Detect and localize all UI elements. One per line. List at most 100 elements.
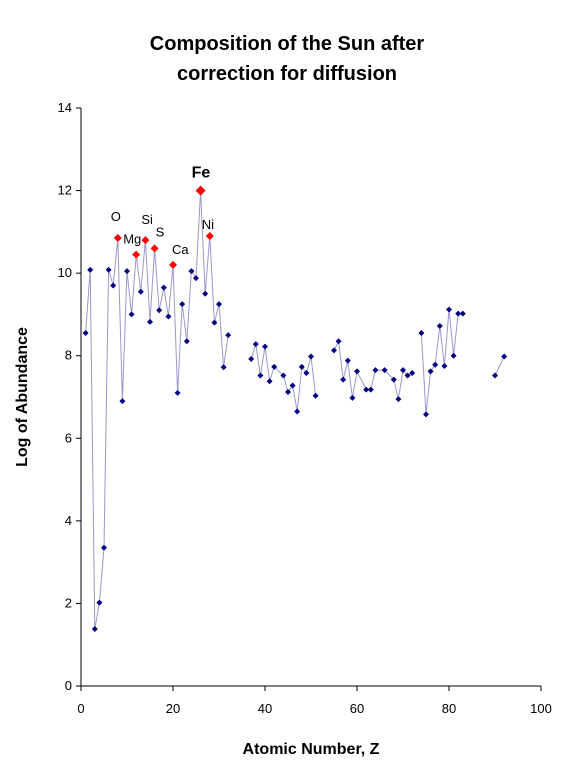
data-point: [257, 372, 264, 379]
data-point: [372, 367, 379, 374]
data-point: [110, 282, 117, 289]
axis-ticks: 0 2 4 6 8 10 12 14 0 20 40 60 80 100: [58, 100, 552, 716]
data-point: [450, 352, 457, 359]
annotation-si: Si: [141, 212, 153, 227]
data-point: [294, 408, 301, 415]
x-tick-label: 100: [530, 701, 552, 716]
y-tick-label: 8: [65, 348, 72, 363]
data-markers: [82, 266, 508, 633]
annotation-ca: Ca: [172, 242, 189, 257]
y-tick-label: 10: [58, 265, 72, 280]
data-point: [82, 330, 89, 337]
data-point: [174, 389, 181, 396]
y-tick-label: 6: [65, 430, 72, 445]
data-point: [225, 332, 232, 339]
data-point: [252, 341, 259, 348]
annotation-mg: Mg: [123, 232, 141, 247]
data-point: [179, 301, 186, 308]
data-point: [354, 368, 360, 375]
data-point: [96, 599, 103, 606]
x-tick-label: 20: [166, 701, 180, 716]
data-point: [436, 322, 443, 329]
data-point: [248, 356, 255, 363]
data-point: [220, 364, 227, 371]
x-tick-label: 0: [77, 701, 84, 716]
data-point: [409, 370, 416, 377]
data-point: [492, 372, 498, 379]
highlight-point-ca: [169, 260, 177, 269]
series-line: [494, 356, 505, 376]
data-point: [441, 363, 448, 370]
data-point: [340, 376, 347, 383]
data-point: [211, 319, 218, 326]
data-point: [216, 301, 222, 308]
data-point: [427, 368, 434, 375]
data-point: [363, 386, 370, 393]
data-point: [271, 363, 278, 370]
highlight-point-fe: [195, 185, 206, 196]
data-point: [303, 370, 310, 377]
data-point: [147, 318, 153, 325]
data-point: [193, 275, 199, 282]
highlight-point-ni: [205, 231, 214, 240]
data-point: [335, 338, 342, 345]
y-tick-label: 2: [65, 595, 72, 610]
data-point: [312, 392, 319, 399]
data-point: [124, 268, 130, 275]
data-point: [137, 288, 144, 295]
data-point: [404, 372, 411, 379]
data-point: [202, 290, 209, 297]
data-point: [418, 330, 425, 337]
x-tick-label: 60: [350, 701, 364, 716]
y-axis-label: Log of Abundance: [14, 327, 31, 467]
data-point: [128, 311, 135, 318]
data-point: [400, 367, 406, 374]
data-point: [289, 382, 296, 389]
data-point: [432, 361, 439, 368]
chart-title-line-1: Composition of the Sun after: [150, 33, 425, 55]
data-point: [119, 398, 126, 405]
series-lines: [85, 190, 505, 630]
data-point: [165, 313, 172, 320]
data-point: [308, 353, 314, 360]
data-point: [381, 367, 388, 374]
data-point: [160, 284, 167, 291]
highlight-point-s: [150, 244, 159, 253]
data-point: [266, 378, 273, 385]
highlight-point-o: [113, 234, 122, 243]
annotation-fe: Fe: [192, 165, 211, 182]
data-point: [280, 372, 287, 379]
highlight-markers: [113, 185, 214, 269]
data-point: [459, 310, 466, 317]
data-point: [501, 353, 508, 360]
data-point: [188, 268, 195, 275]
data-point: [101, 544, 107, 551]
chart-title-line-2: correction for diffusion: [177, 63, 397, 85]
data-point: [91, 626, 98, 633]
y-tick-label: 0: [65, 678, 72, 693]
series-line: [85, 190, 229, 630]
data-point: [446, 306, 452, 313]
data-point: [87, 266, 94, 273]
highlight-point-si: [141, 236, 150, 245]
data-point: [344, 357, 351, 364]
data-point: [367, 386, 374, 393]
data-point: [331, 347, 337, 354]
data-point: [455, 310, 462, 317]
series-line: [420, 309, 463, 415]
data-point: [285, 389, 291, 396]
annotation-o: O: [111, 209, 121, 224]
data-point: [349, 394, 356, 401]
data-point: [156, 307, 163, 314]
data-point: [390, 376, 397, 383]
data-point: [298, 363, 305, 370]
y-tick-label: 4: [65, 513, 72, 528]
highlight-point-mg: [132, 250, 141, 259]
y-tick-label: 12: [58, 183, 72, 198]
x-tick-label: 40: [258, 701, 272, 716]
y-tick-label: 14: [58, 100, 72, 115]
